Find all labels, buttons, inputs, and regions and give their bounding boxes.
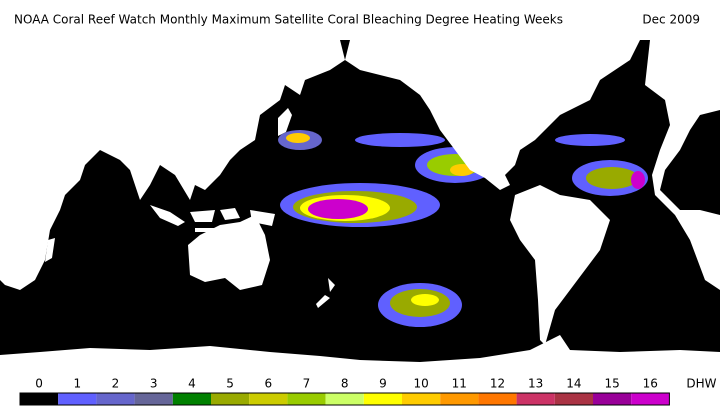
legend-label: 14 bbox=[566, 377, 581, 391]
legend-label: 11 bbox=[452, 377, 467, 391]
legend-swatch bbox=[58, 393, 97, 405]
legend-swatch bbox=[554, 393, 593, 405]
legend-swatch bbox=[96, 393, 135, 405]
hotspot bbox=[411, 294, 439, 306]
map-title: NOAA Coral Reef Watch Monthly Maximum Sa… bbox=[14, 13, 563, 27]
legend-label: 2 bbox=[112, 377, 120, 391]
legend-swatch bbox=[440, 393, 479, 405]
antarctica bbox=[0, 335, 720, 372]
legend-label: 4 bbox=[188, 377, 196, 391]
legend-unit: DHW bbox=[686, 377, 716, 391]
indonesia bbox=[150, 205, 275, 232]
legend-label: 1 bbox=[73, 377, 81, 391]
legend-swatch bbox=[287, 393, 326, 405]
hotspot bbox=[555, 134, 625, 146]
japan bbox=[278, 108, 292, 136]
legend-label: 5 bbox=[226, 377, 234, 391]
legend-swatch bbox=[402, 393, 441, 405]
legend-label: 6 bbox=[264, 377, 272, 391]
hotspot bbox=[631, 171, 645, 189]
south-america bbox=[510, 185, 610, 345]
legend-label: 0 bbox=[35, 377, 43, 391]
legend-label: 7 bbox=[303, 377, 311, 391]
legend-label: 13 bbox=[528, 377, 543, 391]
north-america bbox=[345, 40, 640, 190]
legend-label: 15 bbox=[604, 377, 619, 391]
legend-swatch bbox=[20, 393, 59, 405]
legend-swatch bbox=[172, 393, 211, 405]
new-zealand bbox=[316, 278, 335, 308]
madagascar bbox=[45, 238, 55, 262]
eurasia-africa bbox=[0, 40, 345, 290]
legend-swatch bbox=[134, 393, 173, 405]
legend-label: 12 bbox=[490, 377, 505, 391]
hotspot bbox=[286, 133, 310, 143]
legend-swatch bbox=[631, 393, 670, 405]
map-date: Dec 2009 bbox=[642, 13, 700, 27]
legend-swatch bbox=[211, 393, 250, 405]
legend-swatch bbox=[249, 393, 288, 405]
legend-swatch bbox=[478, 393, 517, 405]
legend-label: 3 bbox=[150, 377, 158, 391]
legend-label: 9 bbox=[379, 377, 387, 391]
europe-africa-west bbox=[645, 40, 720, 290]
land bbox=[0, 40, 720, 372]
legend-swatch bbox=[516, 393, 555, 405]
legend-frame bbox=[19, 392, 670, 406]
legend-label: 8 bbox=[341, 377, 349, 391]
legend-swatch bbox=[593, 393, 632, 405]
legend-label: 10 bbox=[413, 377, 428, 391]
hotspot bbox=[586, 167, 638, 189]
australia bbox=[188, 215, 270, 290]
hotspot bbox=[308, 199, 368, 219]
legend-label: 16 bbox=[643, 377, 658, 391]
map bbox=[0, 40, 720, 372]
hotspot bbox=[355, 133, 445, 147]
legend: 0 1 2 3 4 5 6 7 8 9 10 11 12 13 14 15 16 DHW bbox=[19, 377, 717, 406]
legend-swatch bbox=[325, 393, 364, 405]
legend-swatch bbox=[363, 393, 402, 405]
